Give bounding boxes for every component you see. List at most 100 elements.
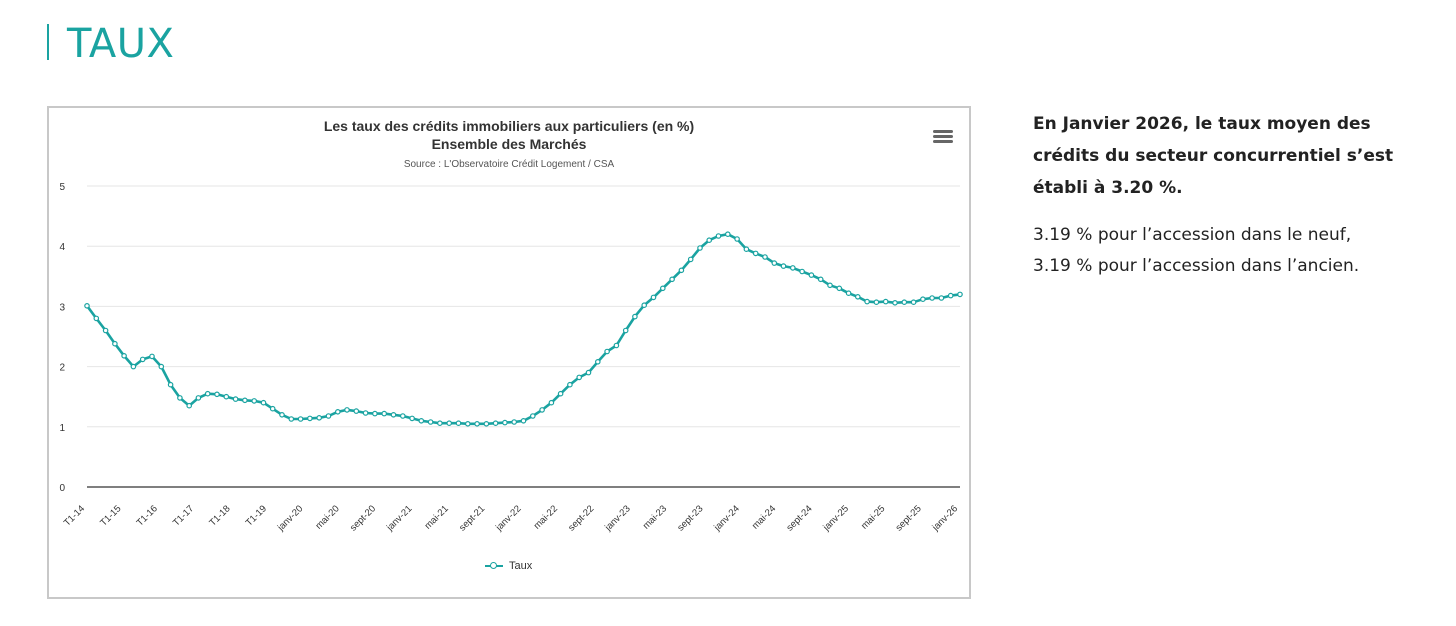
data-point <box>269 405 276 412</box>
data-point <box>845 290 852 297</box>
x-tick-label: T1-16 <box>135 503 160 528</box>
data-point <box>279 411 285 418</box>
y-tick-label: 0 <box>59 483 65 494</box>
x-tick-label: mai-25 <box>859 503 887 531</box>
y-tick-label: 5 <box>59 182 65 193</box>
x-tick-label: T1-14 <box>62 503 87 528</box>
data-point <box>613 342 620 349</box>
page-title: TAUX <box>67 21 175 67</box>
data-point <box>186 402 193 409</box>
data-point <box>836 285 843 292</box>
data-point <box>427 419 434 425</box>
data-point <box>622 327 629 334</box>
data-point <box>307 415 313 422</box>
summary-headline: En Janvier 2026, le taux moyen des crédi… <box>1033 114 1394 198</box>
x-tick-label: janv-21 <box>384 503 415 534</box>
summary-line-neuf: 3.19 % pour l’accession dans le neuf, <box>1033 225 1352 245</box>
data-point <box>372 410 378 417</box>
x-tick-label: mai-20 <box>313 503 341 531</box>
x-tick-label: mai-21 <box>423 503 451 531</box>
data-point <box>437 420 443 427</box>
data-point <box>669 276 675 283</box>
hamburger-menu-icon[interactable] <box>929 127 957 151</box>
data-point <box>687 256 694 263</box>
x-tick-label: sept-21 <box>457 503 487 533</box>
data-point <box>353 408 360 414</box>
data-point <box>177 395 183 401</box>
data-point <box>297 416 304 422</box>
data-point <box>734 236 740 242</box>
y-tick-label: 3 <box>59 302 65 313</box>
data-point <box>102 327 109 334</box>
x-tick-label: T1-15 <box>98 503 123 528</box>
data-point <box>84 303 90 309</box>
data-point <box>334 408 341 415</box>
x-tick-label: janv-24 <box>711 503 742 534</box>
data-point <box>594 359 601 365</box>
data-point <box>854 294 861 300</box>
data-point <box>344 407 350 413</box>
chart-subtitle: Ensemble des Marchés <box>431 136 587 152</box>
data-point <box>780 263 787 269</box>
x-tick-label: T1-18 <box>207 503 232 528</box>
data-point <box>260 399 267 406</box>
data-point <box>511 419 518 425</box>
legend-marker <box>485 561 503 571</box>
data-point <box>399 413 406 419</box>
y-tick-label: 4 <box>59 242 65 253</box>
x-tick-label: mai-24 <box>750 503 778 531</box>
x-tick-label: sept-23 <box>675 503 705 533</box>
data-point <box>167 381 174 388</box>
data-point <box>567 381 573 388</box>
title-accent-bar <box>47 24 49 60</box>
data-point <box>678 267 685 274</box>
data-point <box>362 410 369 416</box>
data-point <box>724 231 731 238</box>
chart-title: Les taux des crédits immobiliers aux par… <box>323 118 695 134</box>
data-point <box>650 294 657 301</box>
y-tick-label: 1 <box>59 423 65 434</box>
data-point <box>789 265 796 271</box>
chart-container: Les taux des crédits immobiliers aux par… <box>47 106 971 599</box>
data-point <box>632 313 638 320</box>
data-point <box>706 237 713 244</box>
data-point <box>910 299 917 306</box>
data-point <box>529 413 536 419</box>
legend-item-taux[interactable]: Taux <box>485 559 532 573</box>
x-tick-label: janv-20 <box>275 503 306 534</box>
data-point <box>520 417 527 424</box>
data-point <box>409 415 415 422</box>
data-point <box>381 410 388 417</box>
y-tick-label: 2 <box>59 363 65 374</box>
data-point <box>697 245 703 251</box>
x-tick-label: T1-19 <box>244 503 269 528</box>
data-point <box>873 299 880 306</box>
data-point <box>232 396 239 402</box>
x-tick-label: sept-22 <box>566 503 596 533</box>
data-point <box>390 411 397 418</box>
data-point <box>242 397 248 404</box>
data-point <box>557 390 564 397</box>
data-point <box>93 315 100 322</box>
data-point <box>882 298 889 305</box>
x-tick-label: janv-23 <box>602 503 633 534</box>
data-point <box>149 353 155 360</box>
data-point <box>418 417 425 424</box>
data-point <box>641 302 648 309</box>
x-tick-label: sept-24 <box>784 503 814 533</box>
data-point <box>251 398 258 404</box>
data-point <box>762 254 768 260</box>
legend-label: Taux <box>509 560 533 572</box>
data-point <box>195 395 202 401</box>
x-tick-label: mai-22 <box>532 503 560 531</box>
x-tick-label: janv-26 <box>930 503 961 534</box>
data-point <box>121 353 127 359</box>
data-point <box>817 276 824 283</box>
data-point <box>576 374 583 381</box>
x-tick-label: sept-25 <box>894 503 924 533</box>
data-point <box>920 296 926 303</box>
data-point <box>139 356 146 363</box>
data-point <box>947 292 954 299</box>
data-point <box>158 363 165 370</box>
